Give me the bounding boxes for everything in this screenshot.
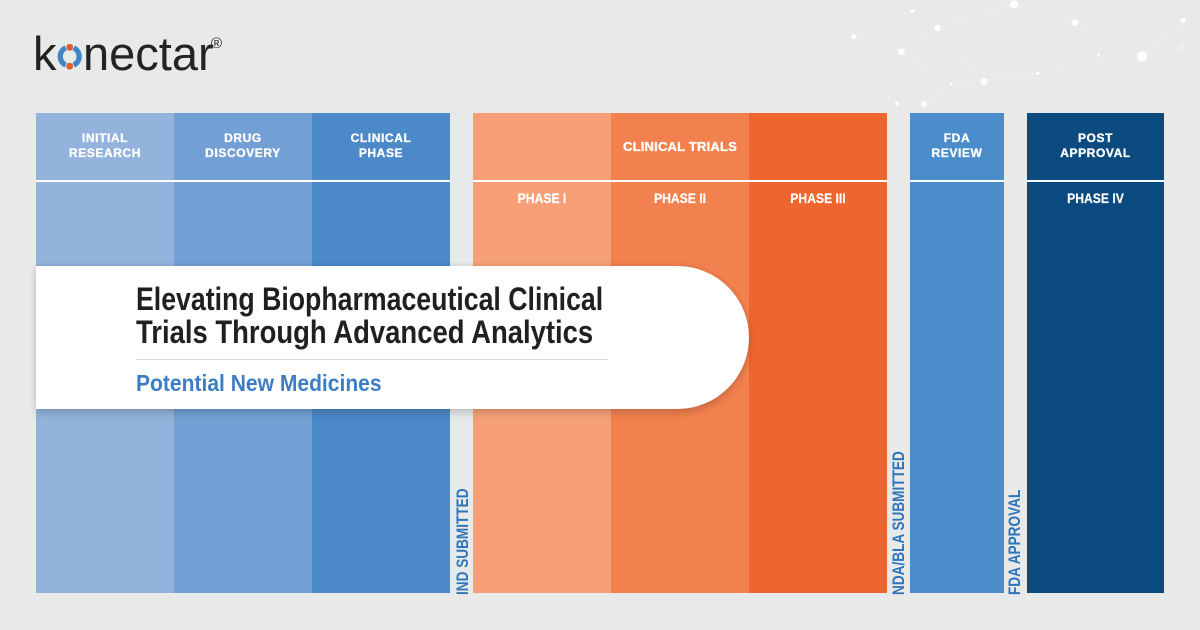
svg-text:k: k	[33, 27, 57, 80]
svg-text:®: ®	[211, 35, 222, 52]
svg-text:nectar: nectar	[83, 27, 214, 80]
